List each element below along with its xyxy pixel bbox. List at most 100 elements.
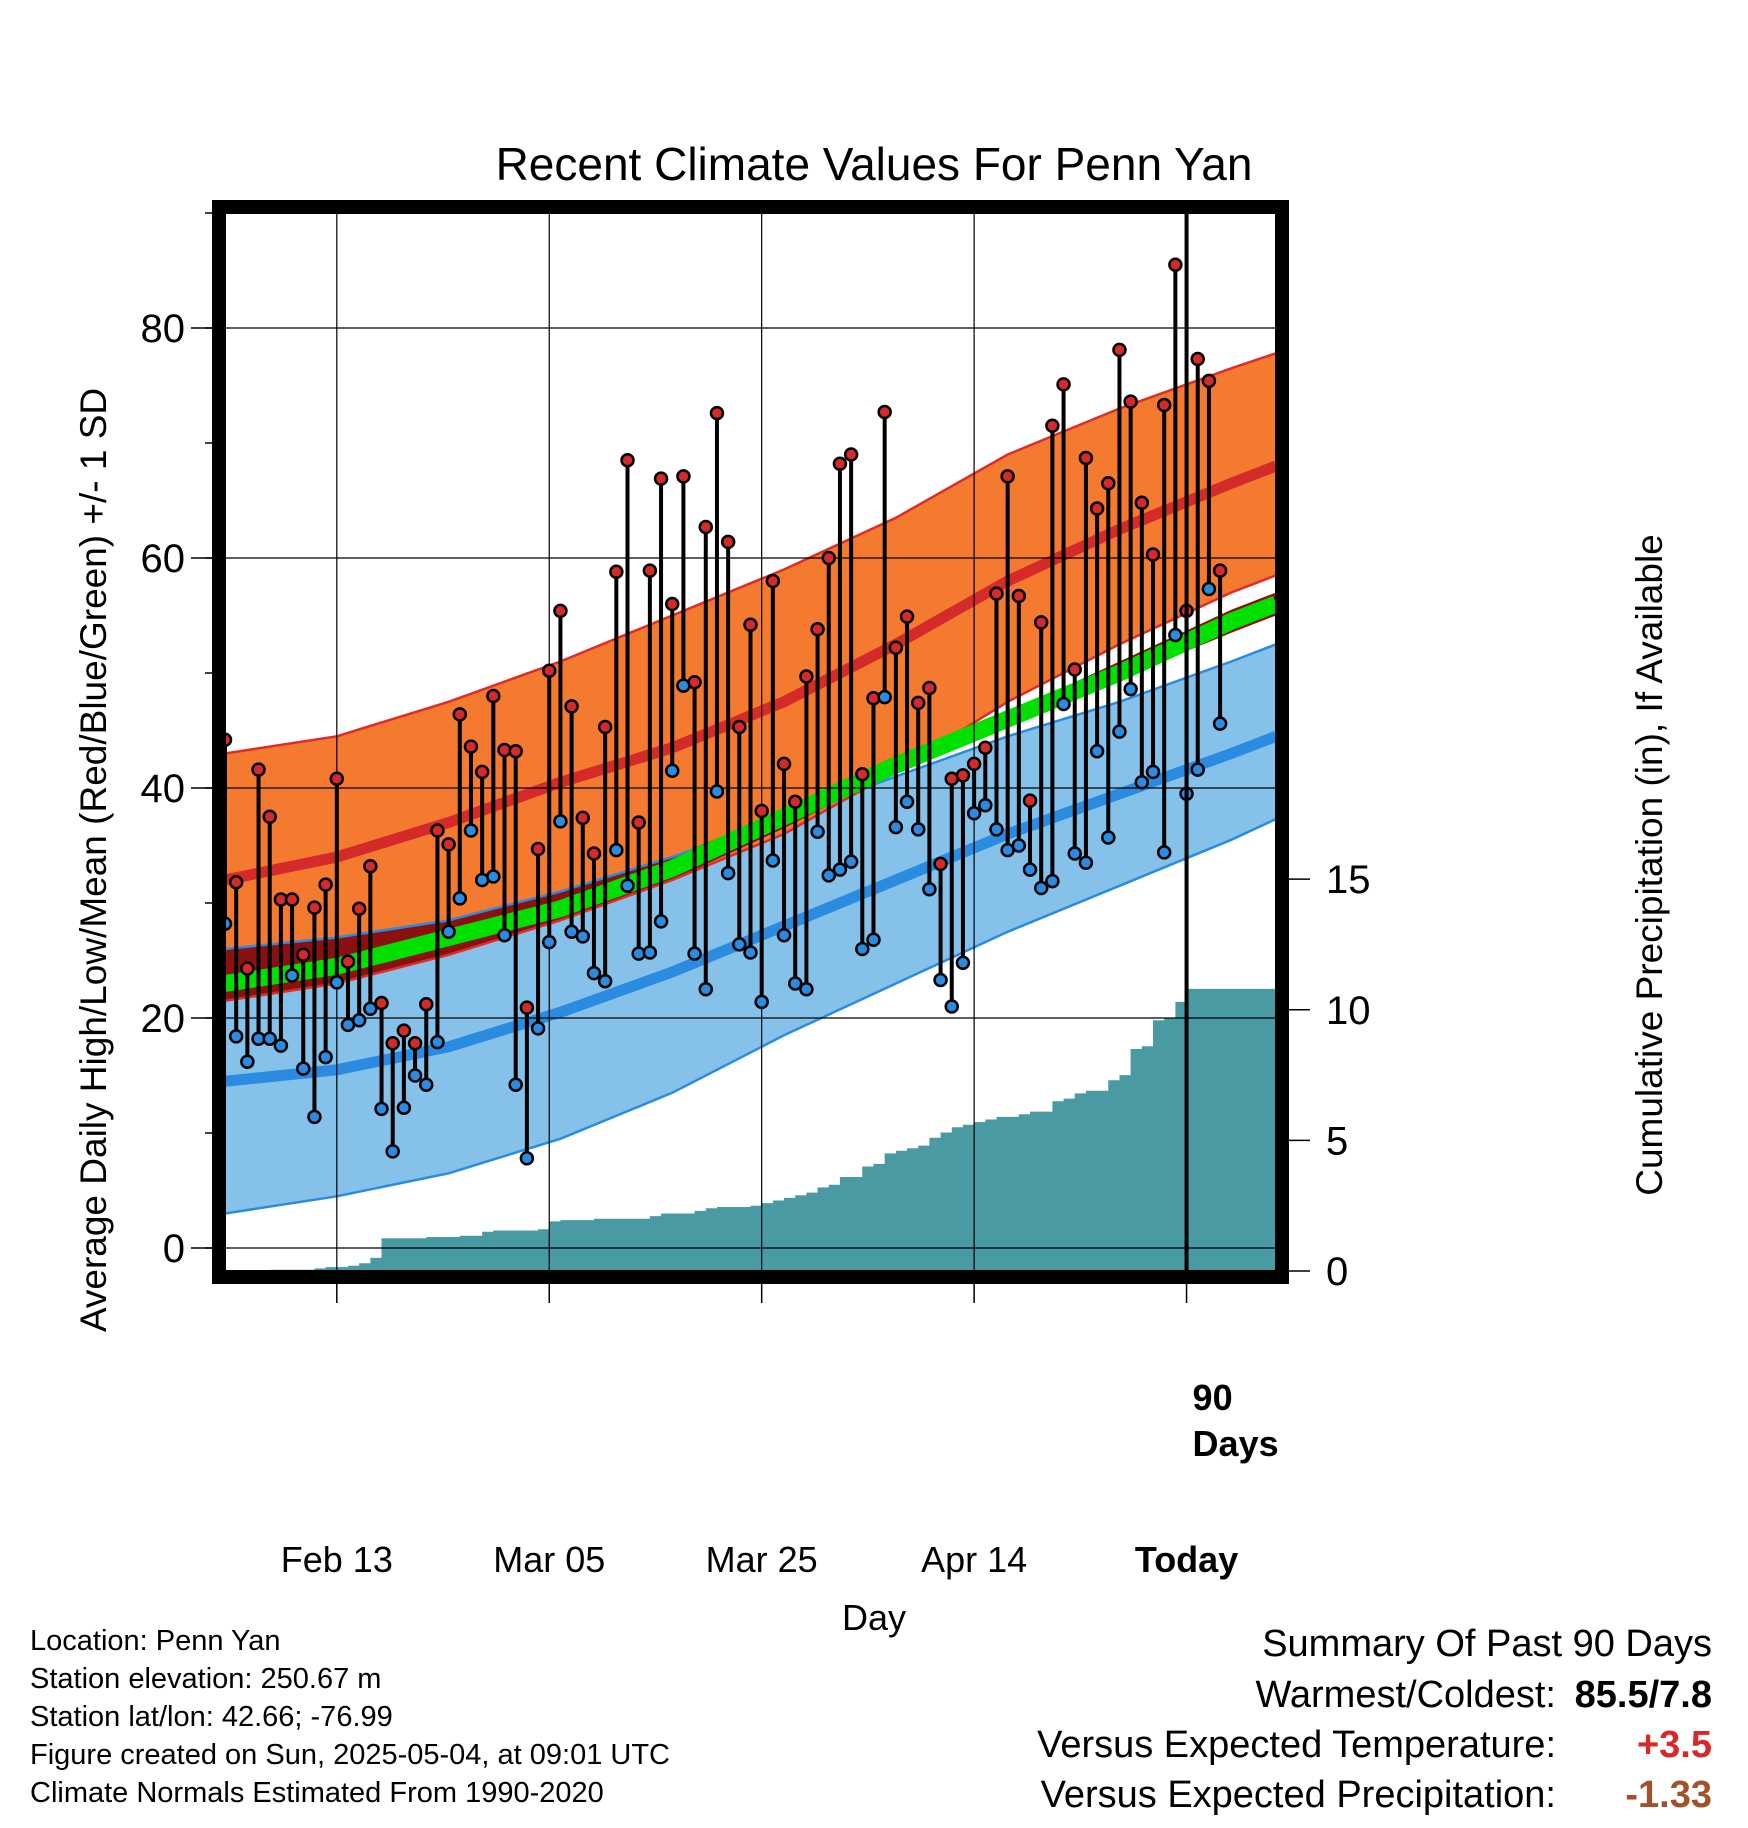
y-tick-label: 80 xyxy=(141,307,186,351)
obs-low-point xyxy=(989,822,1004,837)
obs-low-point xyxy=(1145,764,1161,780)
obs-high-point xyxy=(978,740,993,755)
normals-line: Climate Normals Estimated From 1990-2020 xyxy=(30,1777,604,1809)
obs-high-point xyxy=(899,609,915,624)
obs-high-point xyxy=(318,877,333,892)
obs-low-point xyxy=(385,1144,400,1159)
obs-high-point xyxy=(698,519,714,535)
x-tick-label: Apr 14 xyxy=(921,1539,1027,1580)
obs-high-point xyxy=(564,699,579,714)
obs-high-point xyxy=(765,573,781,589)
obs-low-point xyxy=(765,853,781,868)
obs-low-point xyxy=(318,1049,333,1065)
obs-low-point xyxy=(754,994,769,1010)
obs-low-point xyxy=(1089,743,1105,759)
obs-high-point xyxy=(296,947,311,962)
x-tick-label: Today xyxy=(1135,1539,1238,1580)
obs-low-point xyxy=(1067,846,1082,861)
location-line: Location: Penn Yan xyxy=(30,1625,281,1657)
obs-low-point xyxy=(1201,581,1217,597)
obs-low-point xyxy=(586,965,602,981)
y2-tick-label: 10 xyxy=(1326,989,1371,1033)
precipitation-area xyxy=(225,988,1276,1271)
obs-low-point xyxy=(821,868,837,883)
obs-low-point xyxy=(262,1031,277,1046)
obs-low-point xyxy=(541,934,557,950)
obs-low-point xyxy=(1011,838,1027,853)
obs-low-point xyxy=(877,689,892,705)
obs-low-point xyxy=(441,924,456,939)
obs-high-point xyxy=(486,688,501,704)
station-info: Location: Penn Yan Station elevation: 25… xyxy=(30,1622,670,1812)
obs-low-point xyxy=(832,862,848,877)
obs-low-point xyxy=(1101,830,1116,845)
obs-low-point xyxy=(284,968,300,983)
obs-low-point xyxy=(933,972,948,988)
obs-low-point xyxy=(642,945,658,960)
obs-high-point xyxy=(553,603,568,619)
obs-low-point xyxy=(776,927,792,943)
obs-low-point xyxy=(743,945,758,960)
obs-high-point xyxy=(877,404,892,420)
y-tick-label: 20 xyxy=(141,997,186,1041)
temp-anomaly-row: Versus Expected Temperature: +3.5 xyxy=(1037,1720,1712,1770)
obs-low-point xyxy=(419,1077,434,1092)
latlon-line: Station lat/lon: 42.66; -76.99 xyxy=(30,1701,393,1733)
today-days-label: 90 xyxy=(1193,1377,1233,1418)
obs-high-point xyxy=(1056,377,1071,392)
obs-low-point xyxy=(228,1029,244,1044)
obs-high-point xyxy=(508,743,523,759)
obs-high-point xyxy=(955,768,971,783)
summary-panel: Summary Of Past 90 Days Warmest/Coldest:… xyxy=(1037,1618,1712,1820)
elevation-line: Station elevation: 250.67 m xyxy=(30,1663,382,1695)
obs-low-point xyxy=(955,955,971,971)
obs-low-point xyxy=(698,982,714,997)
obs-high-point xyxy=(1011,588,1027,604)
obs-low-point xyxy=(530,1021,546,1036)
obs-high-point xyxy=(586,846,602,861)
obs-high-point xyxy=(307,900,322,915)
obs-high-point xyxy=(430,823,445,838)
obs-high-point xyxy=(1101,476,1116,491)
today-days-label: Days xyxy=(1193,1423,1279,1464)
obs-low-point xyxy=(1168,627,1183,643)
obs-low-point xyxy=(866,932,881,948)
obs-high-point xyxy=(732,719,747,735)
obs-high-point xyxy=(1022,793,1038,808)
obs-low-point xyxy=(687,946,702,961)
obs-low-point xyxy=(486,869,501,884)
obs-low-point xyxy=(1134,775,1150,790)
obs-low-point xyxy=(396,1100,412,1115)
obs-high-point xyxy=(1212,563,1228,578)
obs-low-point xyxy=(855,941,870,957)
obs-high-point xyxy=(821,550,837,566)
obs-low-point xyxy=(363,1001,378,1017)
obs-low-point xyxy=(787,976,803,991)
precip-anomaly-label: Versus Expected Precipitation: xyxy=(1040,1774,1556,1816)
obs-low-point xyxy=(1123,681,1138,697)
temp-anomaly-label: Versus Expected Temperature: xyxy=(1037,1724,1556,1766)
obs-high-point xyxy=(843,447,859,462)
obs-high-point xyxy=(1089,501,1105,516)
obs-high-point xyxy=(363,858,378,874)
obs-high-point xyxy=(642,563,658,578)
precip-area xyxy=(225,988,1276,1271)
y-tick-label: 40 xyxy=(141,767,186,811)
obs-high-point xyxy=(754,803,769,819)
obs-high-point xyxy=(1201,373,1217,389)
obs-low-point xyxy=(407,1068,423,1083)
obs-low-point xyxy=(609,842,624,858)
obs-high-point xyxy=(743,617,758,632)
obs-high-point xyxy=(832,456,848,471)
y2-tick-label: 5 xyxy=(1326,1119,1348,1163)
y-tick-label: 0 xyxy=(163,1227,185,1271)
daily-observations: 90 Days xyxy=(217,213,1279,1464)
obs-high-point xyxy=(1000,469,1015,484)
obs-high-point xyxy=(922,680,937,696)
obs-low-point xyxy=(1212,716,1228,731)
obs-low-point xyxy=(452,891,468,906)
obs-high-point xyxy=(519,1000,535,1015)
high-mean-line xyxy=(223,460,1278,886)
obs-high-point xyxy=(787,794,803,810)
